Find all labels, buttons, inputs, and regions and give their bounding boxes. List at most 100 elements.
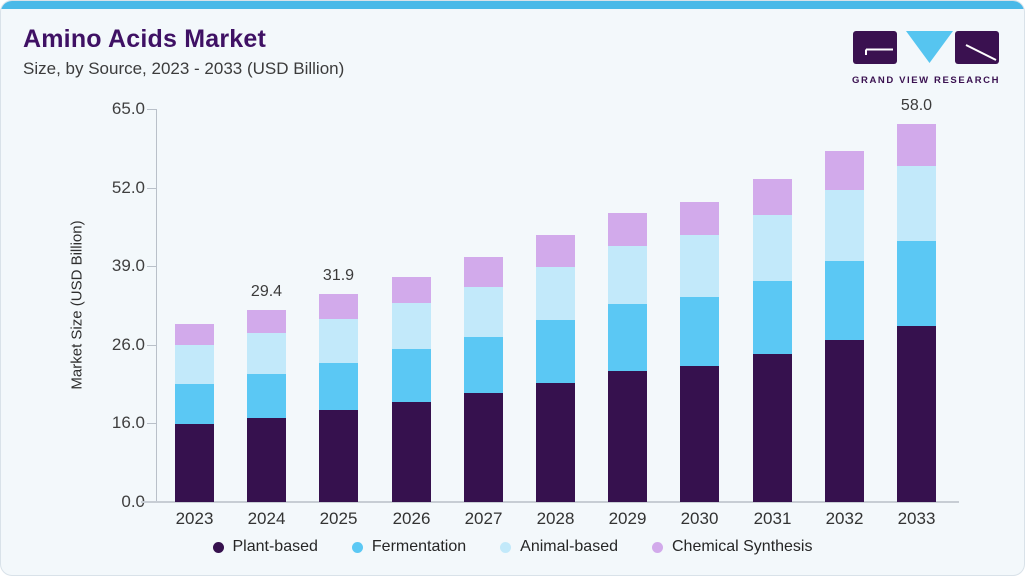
- gvr-logo-icon: [853, 31, 999, 64]
- bar-segment-2032-chemical-synthesis[interactable]: [825, 151, 864, 191]
- x-tick-label-2027: 2027: [464, 509, 503, 528]
- bar-segment-2030-plant-based[interactable]: [680, 365, 719, 502]
- bar-segment-2023-animal-based[interactable]: [175, 344, 214, 385]
- bar-segment-2030-chemical-synthesis[interactable]: [680, 202, 719, 236]
- x-tick-label-2032: 2032: [825, 509, 864, 528]
- bar-segment-2030-animal-based[interactable]: [680, 235, 719, 297]
- bar-2031[interactable]: [753, 179, 792, 502]
- bar-2033[interactable]: [897, 124, 936, 502]
- gvr-logo-text: GRAND VIEW RESEARCH: [852, 75, 1001, 86]
- y-tick-label: 0.0: [121, 492, 145, 511]
- bar-segment-2028-plant-based[interactable]: [536, 382, 575, 502]
- legend-item-animal-based[interactable]: Animal-based: [500, 538, 618, 556]
- bar-2026[interactable]: [392, 276, 431, 502]
- y-tick-mark: [147, 187, 156, 189]
- bar-segment-2028-chemical-synthesis[interactable]: [536, 235, 575, 267]
- page-subtitle: Size, by Source, 2023 - 2033 (USD Billio…: [23, 59, 345, 78]
- y-tick-label: 26.0: [111, 334, 145, 354]
- legend-label: Animal-based: [520, 538, 618, 555]
- legend-label: Plant-based: [232, 538, 318, 555]
- bar-segment-2025-animal-based[interactable]: [319, 318, 358, 364]
- legend-item-fermentation[interactable]: Fermentation: [351, 538, 467, 556]
- bar-value-label-2033: 58.0: [900, 97, 933, 114]
- bar-2032[interactable]: [825, 151, 864, 502]
- bar-2024[interactable]: [247, 310, 286, 502]
- bar-segment-2026-animal-based[interactable]: [392, 303, 431, 350]
- legend-dot-icon: [351, 541, 363, 553]
- bar-segment-2029-plant-based[interactable]: [608, 370, 647, 502]
- bar-segment-2027-animal-based[interactable]: [464, 286, 503, 338]
- bar-segment-2033-animal-based[interactable]: [897, 166, 936, 242]
- bar-segment-2026-plant-based[interactable]: [392, 402, 431, 502]
- bar-2023[interactable]: [175, 324, 214, 502]
- bar-segment-2025-chemical-synthesis[interactable]: [319, 294, 358, 319]
- x-tick-label-2033: 2033: [897, 509, 936, 528]
- legend-item-chemical-synthesis[interactable]: Chemical Synthesis: [651, 538, 813, 556]
- bar-segment-2025-plant-based[interactable]: [319, 410, 358, 502]
- legend: Plant-based Fermentation Animal-based Chemi…: [1, 538, 1024, 556]
- bar-segment-2024-plant-based[interactable]: [247, 417, 286, 502]
- x-axis-line: [141, 501, 959, 503]
- y-tick-label: 65.0: [111, 99, 145, 118]
- bar-value-label-2024: 29.4: [250, 283, 283, 301]
- legend-label: Chemical Synthesis: [671, 538, 813, 555]
- bar-segment-2031-chemical-synthesis[interactable]: [753, 179, 792, 216]
- bar-segment-2031-fermentation[interactable]: [753, 281, 792, 355]
- legend-item-plant-based[interactable]: Plant-based: [212, 538, 318, 556]
- bar-segment-2029-animal-based[interactable]: [608, 245, 647, 304]
- bar-segment-2032-plant-based[interactable]: [825, 339, 864, 502]
- bar-segment-2027-plant-based[interactable]: [464, 393, 503, 502]
- gvr-logo: GRAND VIEW RESEARCH: [852, 29, 1000, 86]
- legend-dot-icon: [651, 541, 663, 553]
- y-tick-mark: [147, 266, 156, 268]
- bar-segment-2032-fermentation[interactable]: [825, 261, 864, 340]
- page-title: Amino Acids Market: [23, 25, 267, 53]
- bar-segment-2027-chemical-synthesis[interactable]: [464, 256, 503, 287]
- bar-2030[interactable]: [680, 202, 719, 502]
- x-tick-label-2030: 2030: [680, 509, 719, 528]
- bar-segment-2026-chemical-synthesis[interactable]: [392, 276, 431, 304]
- x-tick-label-2025: 2025: [319, 509, 358, 528]
- bar-segment-2027-fermentation[interactable]: [464, 337, 503, 394]
- bar-segment-2023-fermentation[interactable]: [175, 384, 214, 424]
- bar-segment-2029-chemical-synthesis[interactable]: [608, 212, 647, 246]
- y-tick-label: 39.0: [111, 256, 145, 276]
- bar-segment-2024-animal-based[interactable]: [247, 333, 286, 375]
- bar-segment-2033-chemical-synthesis[interactable]: [897, 124, 936, 167]
- x-tick-label-2028: 2028: [536, 509, 575, 528]
- x-tick-label-2029: 2029: [608, 509, 647, 528]
- bar-2028[interactable]: [536, 235, 575, 502]
- bar-segment-2031-plant-based[interactable]: [753, 354, 792, 502]
- y-tick-label: 52.0: [111, 177, 145, 197]
- bar-segment-2023-chemical-synthesis[interactable]: [175, 324, 214, 345]
- bar-segment-2033-plant-based[interactable]: [897, 326, 936, 502]
- x-tick-label-2026: 2026: [392, 509, 431, 528]
- x-tick-label-2031: 2031: [753, 509, 792, 528]
- y-tick-mark: [147, 344, 156, 346]
- y-axis-title: Market Size (USD Billion): [68, 220, 86, 390]
- bar-segment-2030-fermentation[interactable]: [680, 296, 719, 366]
- legend-label: Fermentation: [371, 538, 467, 555]
- legend-dot-icon: [500, 541, 512, 553]
- top-accent-bar: [1, 1, 1024, 9]
- bar-segment-2033-fermentation[interactable]: [897, 241, 936, 327]
- bar-segment-2032-animal-based[interactable]: [825, 190, 864, 262]
- bar-segment-2026-fermentation[interactable]: [392, 349, 431, 403]
- bar-segment-2029-fermentation[interactable]: [608, 303, 647, 371]
- bar-segment-2024-chemical-synthesis[interactable]: [247, 310, 286, 334]
- y-tick-label: 16.0: [111, 413, 145, 433]
- legend-dot-icon: [212, 541, 224, 553]
- bar-segment-2028-fermentation[interactable]: [536, 319, 575, 383]
- bar-segment-2031-animal-based[interactable]: [753, 215, 792, 282]
- bar-2029[interactable]: [608, 212, 647, 502]
- bar-segment-2025-fermentation[interactable]: [319, 363, 358, 411]
- y-tick-mark: [147, 109, 156, 110]
- bar-2025[interactable]: [319, 294, 358, 502]
- bar-2027[interactable]: [464, 256, 503, 502]
- x-tick-label-2024: 2024: [247, 509, 286, 528]
- bar-segment-2028-animal-based[interactable]: [536, 266, 575, 320]
- bar-segment-2023-plant-based[interactable]: [175, 423, 214, 502]
- y-tick-mark: [147, 423, 156, 425]
- bar-segment-2024-fermentation[interactable]: [247, 374, 286, 418]
